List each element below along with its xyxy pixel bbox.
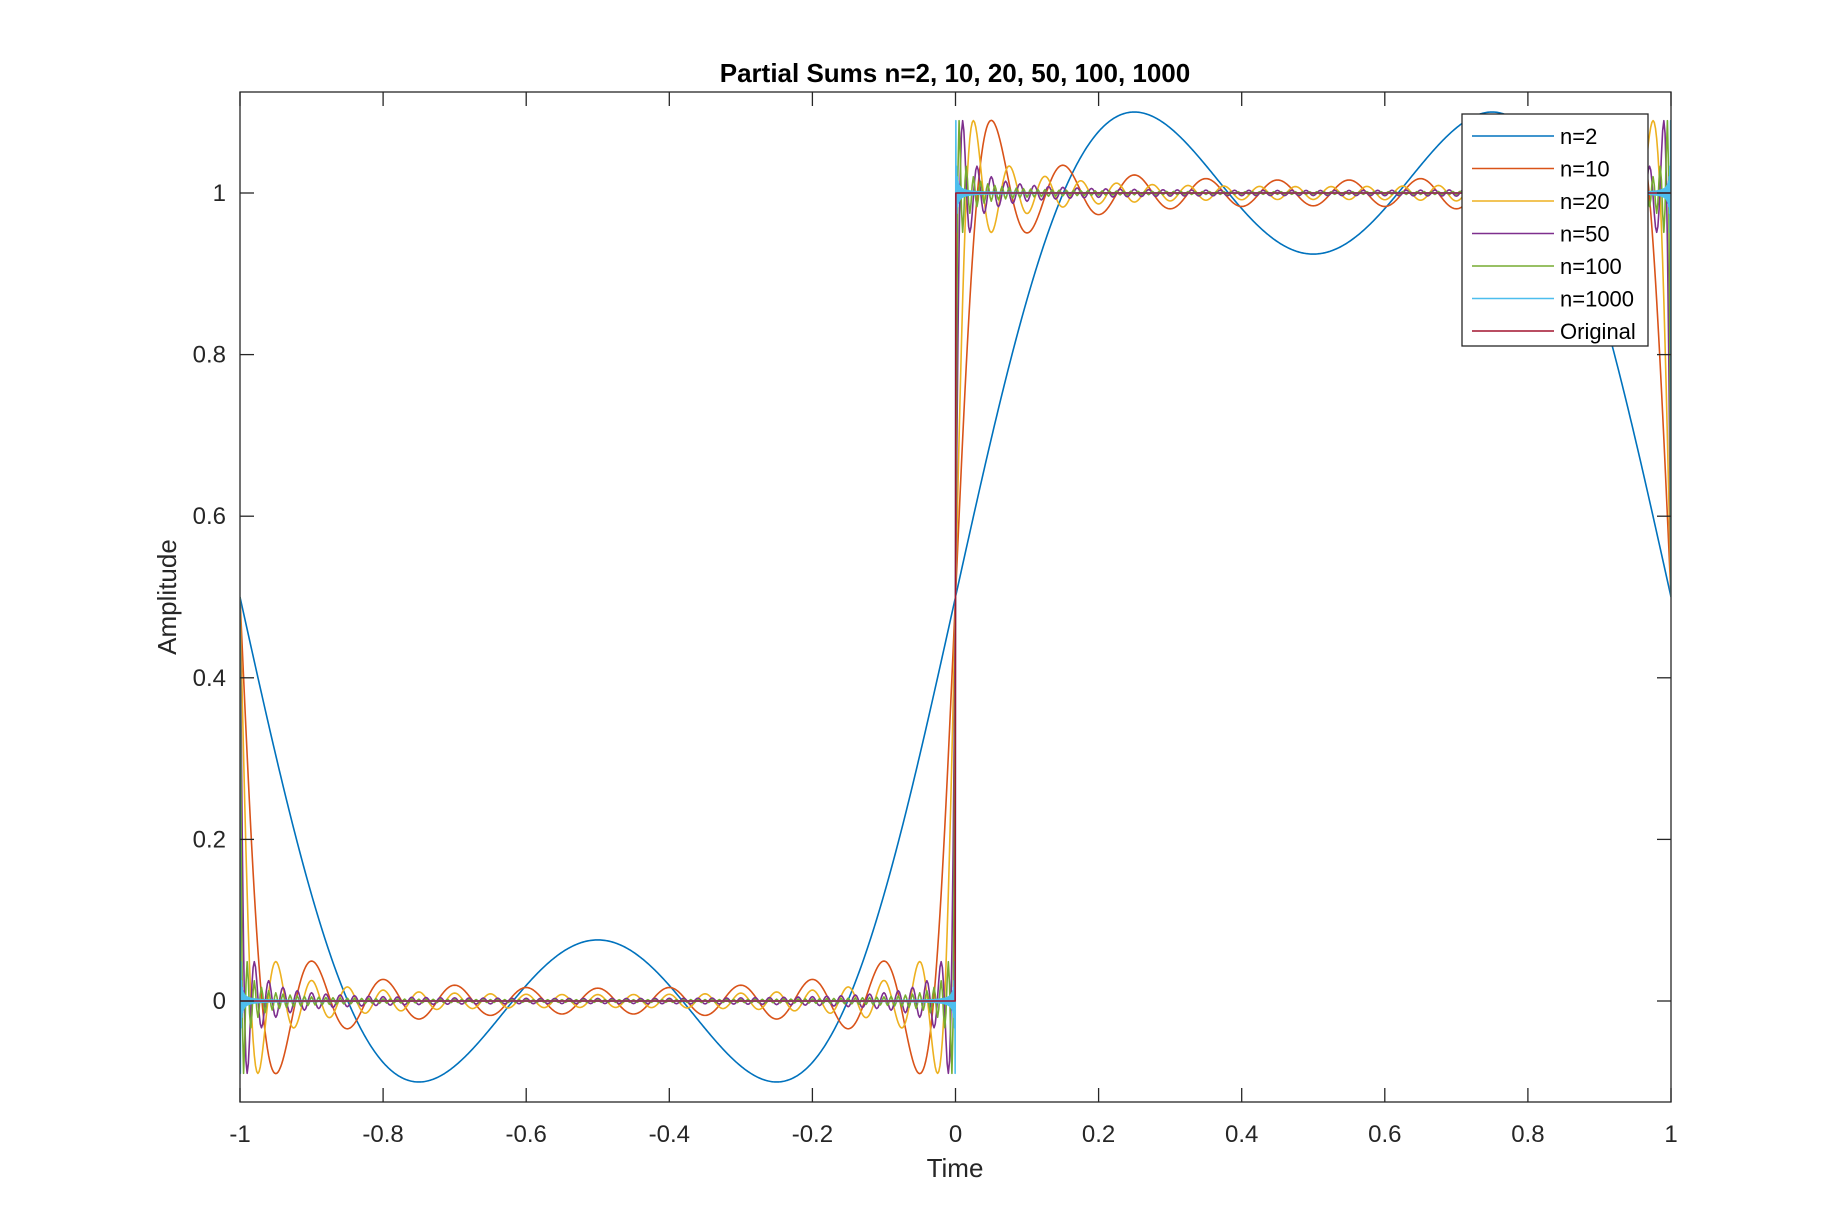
y-axis-label: Amplitude: [152, 539, 182, 655]
legend-entry-n-20: n=20: [1560, 189, 1610, 214]
legend-box: [1461, 113, 1649, 347]
y-tick-label: 1: [213, 180, 226, 207]
y-tick-label: 0.8: [193, 342, 226, 369]
plot-lines: [240, 111, 1671, 1083]
legend-entry-n-2: n=2: [1560, 124, 1597, 149]
legend-entry-n-100: n=100: [1560, 254, 1622, 279]
legend-entry-n-50: n=50: [1560, 222, 1610, 247]
tick-marks: [239, 92, 1672, 1102]
x-tick-label: -0.6: [506, 1121, 547, 1148]
y-tick-label: 0.4: [193, 665, 226, 692]
x-tick-label: 0.8: [1511, 1121, 1544, 1148]
legend-entry-n-10: n=10: [1560, 157, 1610, 182]
x-tick-label: -0.2: [792, 1121, 833, 1148]
x-tick-label: 0: [949, 1121, 962, 1148]
y-tick-label: 0: [213, 988, 226, 1015]
y-tick-label: 0.2: [193, 826, 226, 853]
x-tick-label: -0.4: [649, 1121, 690, 1148]
x-tick-label: 0.6: [1368, 1121, 1401, 1148]
tick-labels: -1 -0.8 -0.6 -0.4 -0.2 0 0.2 0.4 0.6 0.8 1 0 0.2 0.4 0…: [193, 180, 1678, 1148]
legend: n=2 n=10 n=20 n=50 n=100 n=1000 Original: [1461, 113, 1649, 347]
x-tick-label: -0.8: [362, 1121, 403, 1148]
x-tick-label: 1: [1664, 1121, 1677, 1148]
x-axis-label: Time: [927, 1153, 984, 1183]
x-tick-label: 0.2: [1082, 1121, 1115, 1148]
x-tick-label: 0.4: [1225, 1121, 1258, 1148]
chart-title: Partial Sums n=2, 10, 20, 50, 100, 1000: [720, 58, 1190, 88]
series-line-original: [240, 192, 1671, 1002]
x-tick-label: -1: [229, 1121, 250, 1148]
legend-entry-original: Original: [1560, 319, 1636, 344]
legend-entry-n-1000: n=1000: [1560, 287, 1634, 312]
y-tick-label: 0.6: [193, 503, 226, 530]
